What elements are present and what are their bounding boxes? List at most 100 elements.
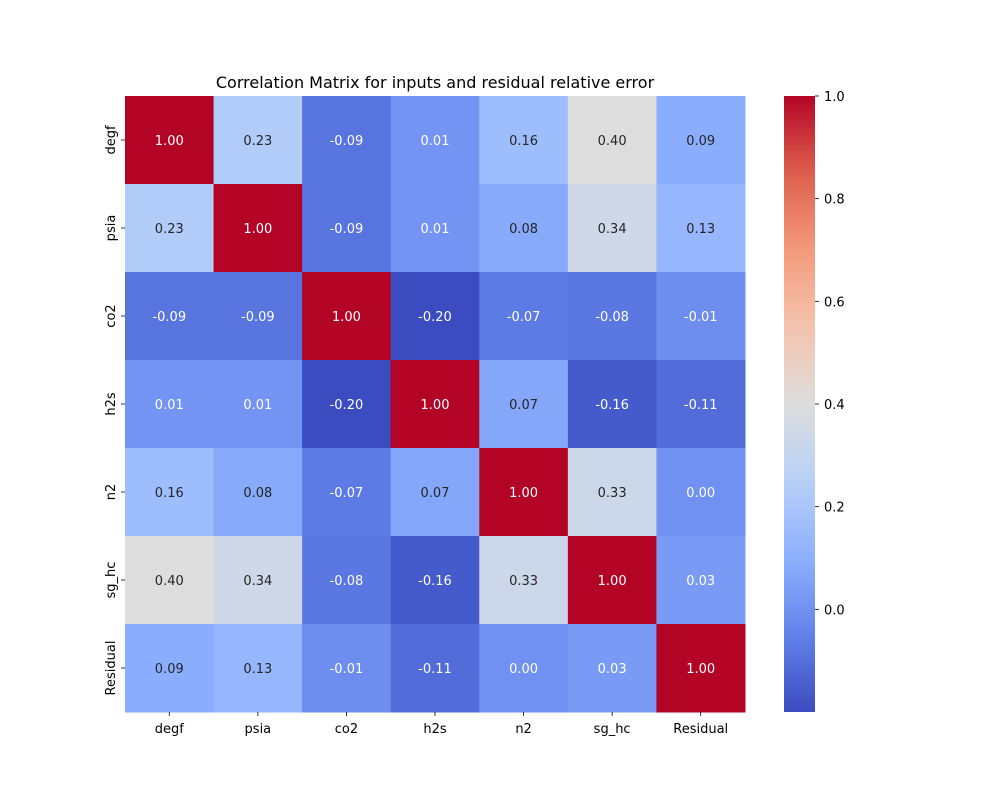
heatmap-cell [302,624,392,713]
colorbar-tick-label: 0.8 [824,193,845,208]
heatmap-cell [302,184,392,273]
heatmap-cell [479,184,569,273]
y-tick-label: h2s [104,392,119,416]
cell-value-label: -0.16 [418,574,452,589]
heatmap-cell [302,96,392,185]
cell-value-label: 0.00 [509,662,538,677]
heatmap-cell [302,360,392,449]
heatmap-cell [656,96,746,185]
heatmap-cell [479,96,569,185]
cell-value-label: 0.00 [686,486,715,501]
heatmap-cell [213,536,303,625]
cell-value-label: 0.07 [509,398,538,413]
colorbar-tick-label: 0.0 [824,603,845,618]
cell-value-label: 0.16 [155,486,184,501]
heatmap-cell [479,360,569,449]
heatmap-cell [302,536,392,625]
heatmap-cell [213,96,303,185]
y-tick-label: co2 [104,304,119,327]
heatmap-cell [390,624,480,713]
x-tick-label: co2 [335,722,358,737]
cell-value-label: 1.00 [155,134,184,149]
cell-value-label: 0.01 [421,222,450,237]
cell-value-label: -0.09 [330,222,364,237]
cell-value-label: -0.09 [152,310,186,325]
heatmap-cell [302,272,392,361]
cell-value-label: -0.20 [418,310,452,325]
cell-value-label: 0.09 [686,134,715,149]
cell-value-label: 0.13 [243,662,272,677]
x-tick-label: psia [245,722,272,737]
heatmap-cell [390,184,480,273]
y-axis: degf psia co2 h2s n2 sg_hc Residual [104,125,125,695]
x-axis: degf psia co2 h2s n2 sg_hc Residual [155,712,728,737]
heatmap-cell [213,360,303,449]
cell-value-label: -0.08 [595,310,629,325]
cell-value-label: 0.01 [155,398,184,413]
cell-value-label: -0.07 [330,486,364,501]
cell-value-label: -0.11 [684,398,718,413]
heatmap-cell [213,272,303,361]
heatmap-cell [390,272,480,361]
heatmap-cell [567,360,657,449]
cell-value-label: 0.33 [598,486,627,501]
heatmap-cell [390,448,480,537]
y-tick-label: degf [104,125,119,155]
cell-value-label: 0.34 [243,574,272,589]
cell-value-label: 0.23 [155,222,184,237]
cell-value-label: 1.00 [686,662,715,677]
cell-value-label: 0.16 [509,134,538,149]
y-tick-label: Residual [104,641,119,696]
heatmap-cell [125,360,215,449]
heatmap-cell [125,536,215,625]
cell-value-label: -0.08 [330,574,364,589]
x-tick-label: h2s [423,722,447,737]
cell-value-label: -0.20 [330,398,364,413]
cell-value-label: 0.13 [686,222,715,237]
colorbar-tick-label: 0.2 [824,501,845,516]
heatmap-cell [567,536,657,625]
heatmap-cell [125,624,215,713]
y-tick-label: psia [104,215,119,242]
heatmap-cell [567,184,657,273]
cell-value-label: 0.03 [686,574,715,589]
cell-value-label: -0.07 [507,310,541,325]
colorbar-tick-label: 1.0 [824,90,845,105]
cell-value-label: 1.00 [509,486,538,501]
cell-value-label: 1.00 [421,398,450,413]
cell-value-label: -0.16 [595,398,629,413]
cell-value-label: 0.33 [509,574,538,589]
heatmap-cell [567,624,657,713]
heatmap-cell [302,448,392,537]
cell-value-label: 1.00 [598,574,627,589]
heatmap-cell [656,448,746,537]
heatmap-cell [390,536,480,625]
cell-value-label: 0.08 [509,222,538,237]
heatmap-cell [567,272,657,361]
cell-value-label: 0.08 [243,486,272,501]
heatmap-cell [390,96,480,185]
y-tick-label: n2 [104,484,119,501]
colorbar-tick-label: 0.4 [824,398,845,413]
heatmap-cell [656,272,746,361]
colorbar: 0.0 0.2 0.4 0.6 0.8 1.0 [784,90,845,712]
heatmap-cell [479,272,569,361]
heatmap-cell [125,184,215,273]
heatmap-cell [479,448,569,537]
cell-value-label: 0.01 [421,134,450,149]
cell-value-label: -0.09 [330,134,364,149]
heatmap-cell [656,536,746,625]
heatmap-cell [125,448,215,537]
heatmap-cell [479,536,569,625]
cell-value-label: 1.00 [243,222,272,237]
cell-value-label: 1.00 [332,310,361,325]
cell-value-label: 0.40 [598,134,627,149]
cell-value-label: -0.11 [418,662,452,677]
heatmap-cell [656,184,746,273]
cell-value-label: -0.01 [684,310,718,325]
heatmap-cell [390,360,480,449]
colorbar-tick-label: 0.6 [824,295,845,310]
heatmap-annotations: 1.00 0.23 -0.09 0.01 0.16 0.40 0.09 0.23 1.00 -0.… [152,134,717,677]
x-tick-label: degf [155,722,185,737]
